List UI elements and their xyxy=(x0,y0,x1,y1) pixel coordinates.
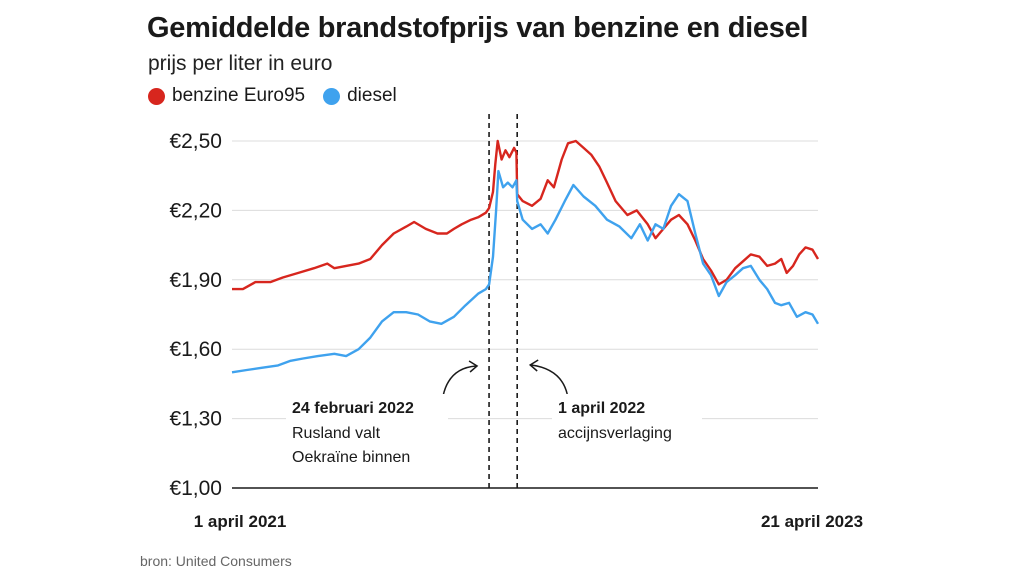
y-tick-label: €1,60 xyxy=(169,338,222,361)
source-note: bron: United Consumers xyxy=(140,553,292,569)
series-line-benzine xyxy=(232,139,820,291)
annotation-arrowhead-excise xyxy=(528,359,539,372)
legend-swatch-diesel xyxy=(323,87,341,105)
annotation-title-invasion: 24 februari 2022 xyxy=(292,400,414,417)
y-tick-label: €2,50 xyxy=(169,130,222,153)
annotation-text-invasion: Oekraïne binnen xyxy=(292,449,410,466)
legend-item-diesel: diesel xyxy=(323,85,397,107)
series-line-diesel xyxy=(231,169,820,374)
y-tick-label: €1,30 xyxy=(169,408,222,431)
annotation-text-excise: accijnsverlaging xyxy=(558,425,672,442)
legend-item-benzine: benzine Euro95 xyxy=(148,85,305,107)
legend: benzine Euro95 diesel xyxy=(148,85,415,107)
annotation-box-invasion xyxy=(286,394,448,470)
y-tick-label: €2,20 xyxy=(169,199,222,222)
annotation-arrowhead-invasion xyxy=(468,360,479,373)
chart-subtitle: prijs per liter in euro xyxy=(148,52,333,75)
annotation-text-invasion: Rusland valt xyxy=(292,425,381,442)
legend-swatch-benzine xyxy=(148,87,165,105)
x-tick-label-start: 1 april 2021 xyxy=(194,512,287,531)
annotation-title-excise: 1 april 2022 xyxy=(558,400,645,417)
y-tick-label: €1,90 xyxy=(169,269,222,292)
annotation-arrow-excise xyxy=(531,364,568,395)
annotation-arrow-invasion xyxy=(442,365,477,397)
legend-label-benzine: benzine Euro95 xyxy=(172,85,306,106)
chart-title: Gemiddelde brandstofprijs van benzine en… xyxy=(147,12,809,44)
annotation-box-excise xyxy=(552,394,702,444)
x-tick-label-end: 21 april 2023 xyxy=(761,512,863,531)
legend-label-diesel: diesel xyxy=(347,85,397,106)
y-tick-label: €1,00 xyxy=(169,477,222,500)
